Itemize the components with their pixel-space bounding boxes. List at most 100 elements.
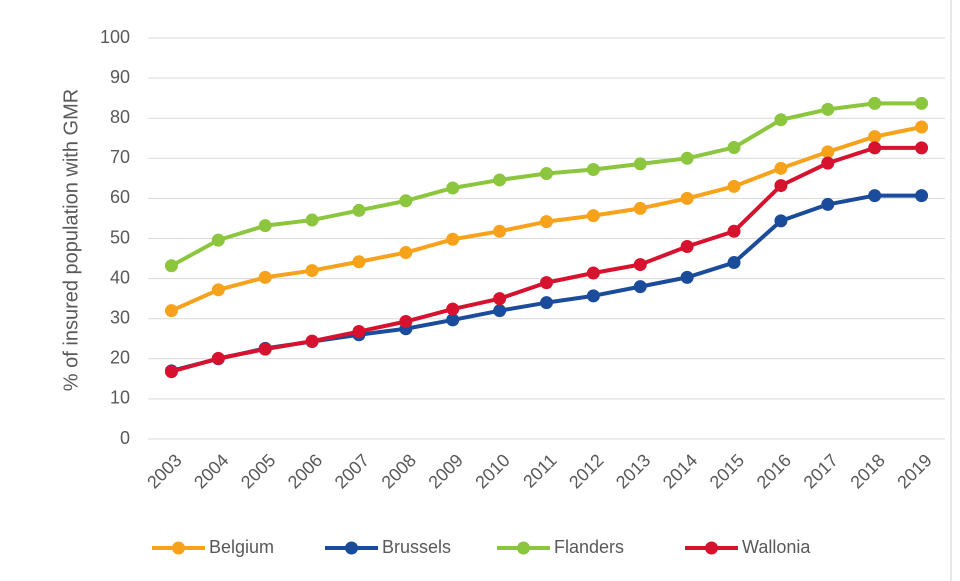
data-point (680, 151, 694, 165)
x-tick-label: 2017 (800, 450, 842, 492)
data-point (727, 179, 741, 193)
x-tick-label: 2006 (284, 450, 326, 492)
data-point (493, 173, 507, 187)
data-point (821, 145, 835, 159)
data-point (868, 130, 882, 144)
legend-label: Flanders (554, 537, 624, 557)
data-point (211, 283, 225, 297)
x-tick-label: 2011 (519, 450, 561, 492)
data-point (164, 259, 178, 273)
data-point (305, 334, 319, 348)
data-point (633, 201, 647, 215)
data-point (164, 304, 178, 318)
x-tick-label: 2008 (378, 450, 420, 492)
data-point (540, 296, 553, 310)
y-tick-label: 20 (110, 348, 130, 368)
data-point (493, 292, 507, 306)
x-tick-label: 2018 (846, 450, 888, 492)
data-point (586, 163, 600, 177)
data-point (305, 213, 319, 227)
data-point (399, 194, 413, 208)
y-tick-label: 70 (110, 147, 130, 167)
x-tick-label: 2012 (565, 450, 607, 492)
data-point (586, 289, 600, 303)
data-point (868, 96, 882, 110)
legend-marker (517, 541, 530, 555)
data-point (493, 224, 507, 238)
y-tick-label: 30 (110, 307, 130, 327)
data-point (540, 276, 553, 290)
x-tick-label: 2007 (331, 450, 373, 492)
x-tick-label: 2005 (237, 450, 279, 492)
data-point (493, 304, 507, 318)
data-point (586, 266, 600, 280)
x-tick-label: 2013 (612, 450, 654, 492)
y-axis-label: % of insured population with GMR (60, 89, 82, 391)
data-point (727, 256, 741, 270)
data-point (821, 102, 835, 116)
y-tick-label: 60 (110, 187, 130, 207)
x-tick-label: 2003 (143, 450, 185, 492)
data-point (774, 179, 788, 193)
x-tick-label: 2016 (753, 450, 795, 492)
data-point (258, 270, 272, 284)
series-line (170, 101, 922, 268)
x-tick-label: 2009 (424, 450, 466, 492)
x-tick-label: 2014 (659, 450, 701, 492)
data-point (211, 233, 225, 247)
data-point (774, 113, 788, 127)
y-tick-label: 80 (110, 107, 130, 127)
data-point (680, 240, 694, 254)
data-point (727, 140, 741, 154)
data-point (211, 351, 225, 365)
data-point (305, 264, 319, 278)
data-point (774, 214, 788, 228)
y-tick-label: 100 (100, 27, 130, 47)
legend-marker (705, 541, 718, 555)
data-point (633, 258, 647, 272)
data-point (164, 365, 178, 379)
y-tick-label: 0 (120, 428, 130, 448)
series-line (170, 145, 922, 374)
data-point (446, 232, 460, 246)
data-point (586, 209, 600, 223)
data-point (258, 342, 272, 356)
y-tick-label: 50 (110, 227, 130, 247)
data-point (727, 224, 741, 238)
data-point (446, 181, 460, 195)
data-point (915, 96, 929, 110)
legend-label: Wallonia (742, 537, 811, 557)
data-point (446, 313, 460, 327)
data-point (540, 167, 553, 181)
x-tick-label: 2015 (706, 450, 748, 492)
data-point (915, 189, 929, 203)
y-tick-label: 10 (110, 388, 130, 408)
data-point (258, 219, 272, 233)
data-point (352, 325, 366, 339)
data-point (680, 270, 694, 284)
data-point (633, 157, 647, 171)
data-point (399, 246, 413, 260)
data-point (821, 156, 835, 170)
legend-marker (172, 541, 185, 555)
data-point (540, 215, 553, 229)
legend-marker (345, 541, 358, 555)
data-point (821, 197, 835, 211)
data-point (446, 302, 460, 316)
data-point (868, 189, 882, 203)
y-tick-label: 90 (110, 67, 130, 87)
x-tick-label: 2019 (893, 450, 935, 492)
data-point (915, 141, 929, 155)
data-point (399, 315, 413, 329)
data-point (868, 141, 882, 155)
legend-label: Brussels (382, 537, 451, 557)
x-tick-label: 2010 (471, 450, 513, 492)
legend-label: Belgium (209, 537, 274, 557)
data-point (352, 203, 366, 217)
data-point (352, 255, 366, 269)
data-point (680, 191, 694, 205)
x-tick-label: 2004 (190, 450, 232, 492)
data-point (915, 120, 929, 134)
data-point (633, 280, 647, 294)
